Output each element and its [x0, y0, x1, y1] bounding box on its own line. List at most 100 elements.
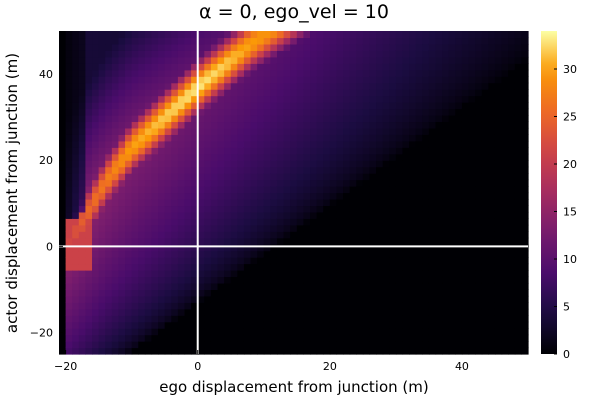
- heatmap-cell: [356, 173, 364, 181]
- heatmap-cell: [336, 328, 344, 336]
- heatmap-cell: [369, 56, 377, 64]
- heatmap-cell: [217, 250, 225, 258]
- heatmap-cell: [409, 205, 417, 213]
- heatmap-cell: [448, 205, 456, 213]
- heatmap-cell: [204, 270, 212, 278]
- heatmap-cell: [494, 114, 503, 123]
- heatmap-cell: [455, 282, 463, 290]
- heatmap-cell: [72, 147, 80, 155]
- heatmap-cell: [501, 95, 509, 103]
- heatmap-cell: [283, 321, 291, 329]
- heatmap-cell: [158, 76, 166, 84]
- heatmap-cell: [276, 341, 285, 349]
- heatmap-cell: [78, 82, 87, 90]
- heatmap-cell: [78, 89, 87, 97]
- heatmap-cell: [475, 153, 483, 161]
- heatmap-cell: [263, 108, 271, 116]
- heatmap-cell: [402, 276, 410, 284]
- heatmap-cell: [508, 121, 516, 129]
- heatmap-cell: [521, 192, 529, 200]
- heatmap-cell: [310, 237, 318, 245]
- heatmap-cell: [283, 153, 291, 161]
- heatmap-cell: [415, 173, 423, 181]
- heatmap-cell: [158, 263, 166, 271]
- heatmap-cell: [290, 134, 298, 142]
- heatmap-cell: [230, 308, 238, 316]
- heatmap-cell: [514, 173, 522, 181]
- heatmap-cell: [105, 315, 113, 323]
- heatmap-cell: [415, 198, 423, 207]
- heatmap-cell: [237, 295, 245, 303]
- heatmap-cell: [389, 192, 397, 200]
- heatmap-cell: [428, 192, 437, 200]
- heatmap-cell: [217, 205, 225, 213]
- heatmap-cell: [356, 186, 364, 194]
- heatmap-cell: [270, 121, 278, 129]
- heatmap-cell: [263, 56, 271, 64]
- heatmap-cell: [389, 270, 397, 278]
- heatmap-cell: [177, 50, 186, 58]
- heatmap-cell: [263, 95, 271, 103]
- heatmap-cell: [415, 102, 423, 110]
- heatmap-cell: [290, 76, 298, 84]
- heatmap-cell: [270, 69, 278, 77]
- heatmap-cell: [125, 328, 133, 336]
- heatmap-cell: [402, 205, 410, 213]
- heatmap-cell: [111, 95, 120, 103]
- heatmap-cell: [138, 121, 146, 129]
- heatmap-cell: [461, 50, 470, 58]
- heatmap-cell: [356, 295, 364, 303]
- heatmap-cell: [237, 56, 245, 64]
- heatmap-cell: [191, 198, 199, 207]
- heatmap-cell: [514, 250, 522, 258]
- heatmap-cell: [428, 315, 437, 323]
- heatmap-cell: [270, 257, 278, 265]
- heatmap-cell: [475, 43, 483, 51]
- heatmap-cell: [131, 308, 139, 316]
- heatmap-cell: [310, 263, 318, 271]
- heatmap-cell: [151, 302, 159, 310]
- heatmap-cell: [125, 186, 133, 194]
- heatmap-cell: [118, 244, 126, 252]
- heatmap-cell: [428, 63, 437, 71]
- heatmap-cell: [144, 341, 153, 349]
- heatmap-cell: [144, 218, 153, 226]
- heatmap-cell: [283, 147, 291, 155]
- heatmap-cell: [111, 127, 120, 135]
- heatmap-cell: [428, 89, 437, 97]
- heatmap-cell: [237, 147, 245, 155]
- heatmap-cell: [177, 179, 186, 187]
- heatmap-cell: [415, 231, 423, 239]
- heatmap-cell: [184, 211, 192, 219]
- heatmap-cell: [369, 76, 377, 84]
- heatmap-cell: [276, 114, 285, 123]
- heatmap-cell: [303, 102, 311, 110]
- heatmap-cell: [131, 224, 139, 232]
- heatmap-cell: [237, 76, 245, 84]
- heatmap-cell: [442, 69, 450, 77]
- heatmap-cell: [118, 205, 126, 213]
- heatmap-cell: [210, 218, 219, 226]
- heatmap-cell: [455, 37, 463, 45]
- heatmap-cell: [125, 121, 133, 129]
- heatmap-cell: [243, 134, 252, 142]
- heatmap-cell: [415, 89, 423, 97]
- heatmap-cell: [78, 37, 87, 45]
- heatmap-cell: [164, 321, 172, 329]
- heatmap-cell: [98, 50, 106, 58]
- heatmap-cell: [138, 186, 146, 194]
- heatmap-cell: [475, 63, 483, 71]
- heatmap-cell: [171, 321, 179, 329]
- heatmap-cell: [151, 270, 159, 278]
- heatmap-cell: [118, 147, 126, 155]
- heatmap-cell: [395, 289, 404, 297]
- heatmap-cell: [435, 147, 443, 155]
- heatmap-cell: [177, 69, 186, 77]
- heatmap-cell: [250, 244, 258, 252]
- heatmap-cell: [461, 341, 470, 349]
- heatmap-cell: [402, 282, 410, 290]
- heatmap-cell: [409, 302, 417, 310]
- heatmap-cell: [362, 127, 371, 135]
- heatmap-cell: [125, 347, 133, 355]
- heatmap-cell: [494, 134, 503, 142]
